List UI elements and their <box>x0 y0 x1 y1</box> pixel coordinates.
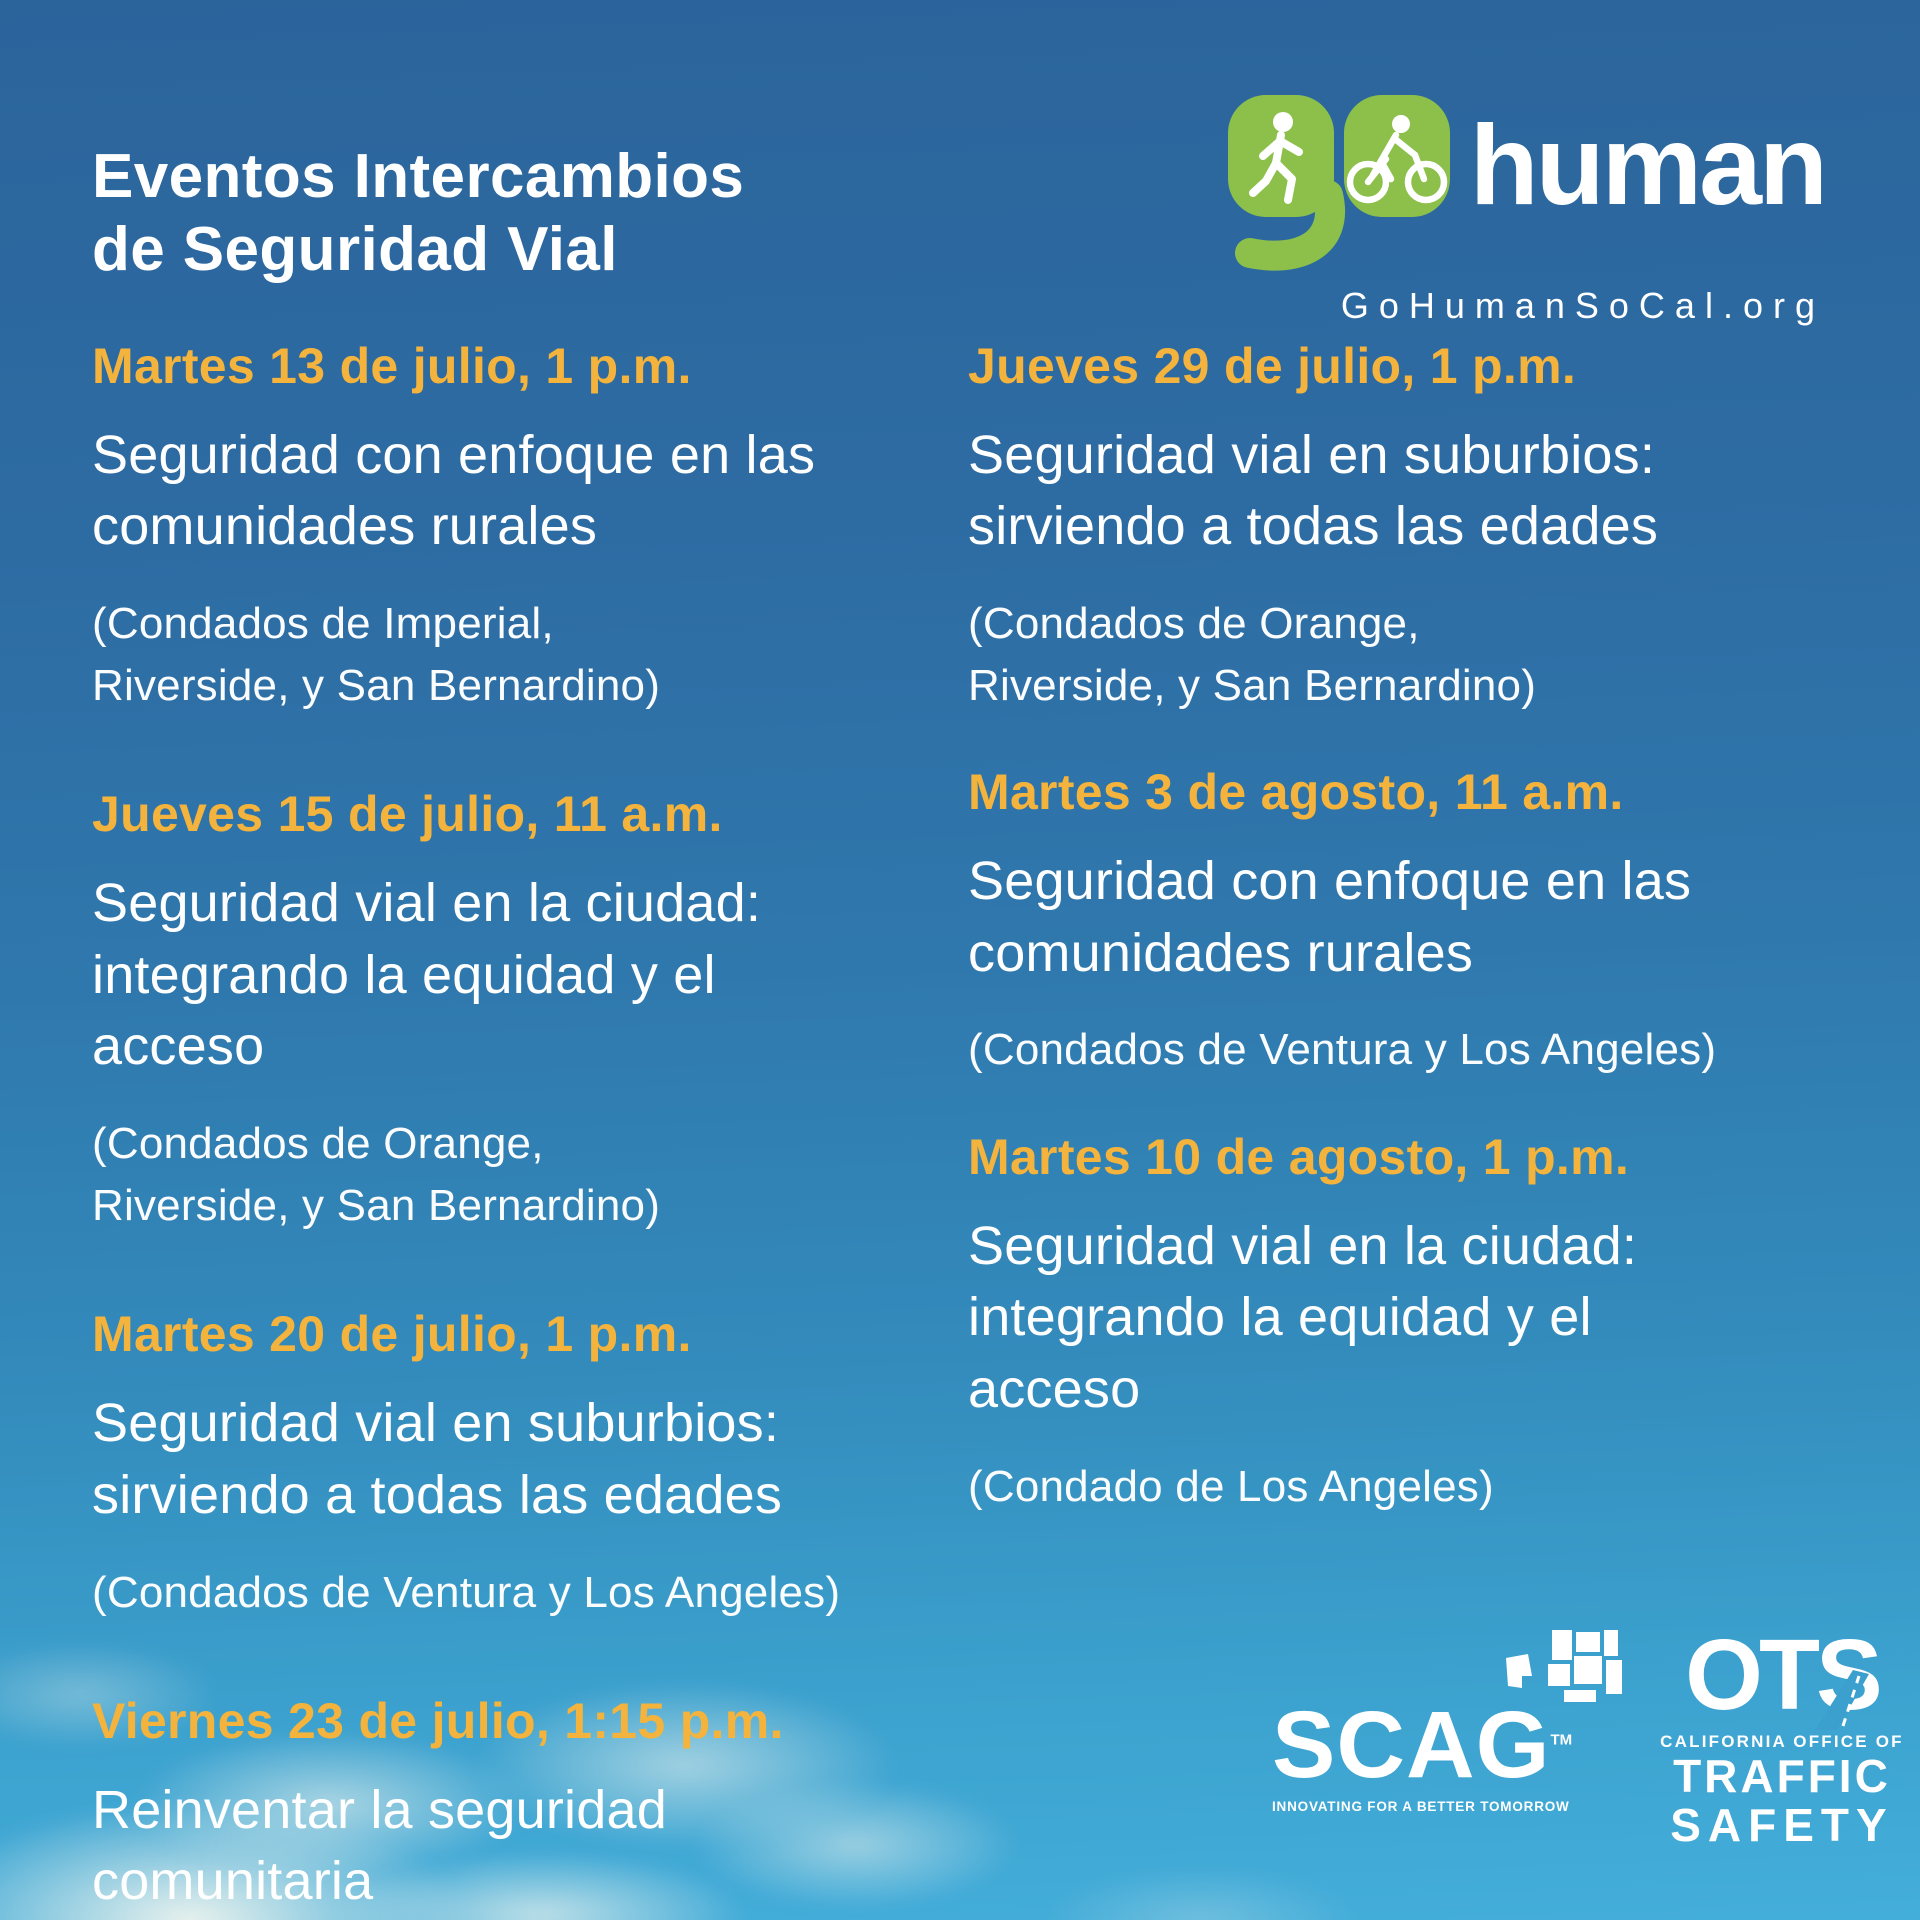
event-card: Jueves 29 de julio, 1 p.m. Seguridad via… <box>968 338 1848 716</box>
go-logo-mark <box>1227 95 1450 271</box>
partner-logos: SCAGTM INNOVATING FOR A BETTER TOMORROW … <box>1272 1625 1904 1851</box>
page-title-line1: Eventos Intercambios <box>92 141 745 211</box>
event-date: Martes 13 de julio, 1 p.m. <box>92 338 692 394</box>
event-title: Seguridad vial en suburbios: sirviendo a… <box>92 1392 783 1525</box>
cloud <box>1040 1866 1360 1920</box>
event-title: Seguridad con enfoque en las comunidades… <box>92 424 816 557</box>
gohuman-wordmark: human <box>1469 102 1828 228</box>
event-location: (Condado de Los Angeles) <box>968 1461 1494 1511</box>
scag-mosaic-icon <box>1506 1630 1623 1702</box>
gohuman-url: GoHumanSoCal.org <box>1340 285 1825 326</box>
cyclist-icon <box>1346 115 1447 204</box>
scag-name-text: SCAG <box>1272 1692 1551 1798</box>
gohuman-logo-row: human <box>1227 95 1828 273</box>
event-date: Jueves 15 de julio, 11 a.m. <box>92 786 723 843</box>
ots-traffic-text: TRAFFIC <box>1673 1750 1891 1802</box>
event-card: Martes 20 de julio, 1 p.m. Seguridad via… <box>92 1306 948 1623</box>
event-card: Viernes 23 de julio, 1:15 p.m. Reinventa… <box>92 1693 948 1918</box>
event-date: Jueves 29 de julio, 1 p.m. <box>968 338 1577 394</box>
page-title-line2: de Seguridad Vial <box>92 214 618 284</box>
event-location: (Condados de Orange, Riverside, y San Be… <box>968 599 1537 710</box>
event-location: (Condados de Orange, Riverside, y San Be… <box>92 1119 661 1230</box>
event-title: Seguridad vial en suburbios: sirviendo a… <box>968 424 1659 557</box>
scag-wordmark: SCAGTM <box>1272 1698 1572 1793</box>
event-card: Martes 3 de agosto, 11 a.m. Seguridad co… <box>968 764 1848 1081</box>
road-icon <box>1814 1670 1869 1730</box>
event-title: Seguridad vial en la ciudad: integrando … <box>92 872 762 1077</box>
event-date: Martes 10 de agosto, 1 p.m. <box>968 1129 1630 1186</box>
pedestrian-icon <box>1248 112 1303 204</box>
scag-tagline: INNOVATING FOR A BETTER TOMORROW <box>1272 1799 1570 1814</box>
event-location: (Condados de Ventura y Los Angeles) <box>92 1567 841 1617</box>
event-title: Reinventar la seguridad comunitaria <box>92 1779 667 1912</box>
event-date: Martes 20 de julio, 1 p.m. <box>92 1306 692 1363</box>
ots-logo: OTS CALIFORNIA OFFICE OF TRAFFIC SAFETY <box>1660 1625 1904 1851</box>
ots-safety-text: SAFETY <box>1670 1798 1894 1851</box>
events-column-right: Jueves 29 de julio, 1 p.m. Seguridad via… <box>968 338 1848 1566</box>
event-location: (Condados de Ventura y Los Angeles) <box>968 1025 1717 1075</box>
page-title: Eventos Intercambios de Seguridad Vial <box>92 140 744 286</box>
event-card: Jueves 15 de julio, 11 a.m. Seguridad vi… <box>92 786 948 1236</box>
event-card: Martes 10 de agosto, 1 p.m. Seguridad vi… <box>968 1129 1848 1518</box>
ots-org-line: CALIFORNIA OFFICE OF <box>1660 1732 1904 1751</box>
ots-wordmark: OTS <box>1685 1625 1883 1730</box>
event-title: Seguridad vial en la ciudad: integrando … <box>968 1215 1638 1420</box>
events-column-left: Martes 13 de julio, 1 p.m. Seguridad con… <box>92 338 948 1920</box>
event-date: Martes 3 de agosto, 11 a.m. <box>968 764 1624 821</box>
gohuman-logo: human GoHumanSoCal.org <box>1227 95 1828 327</box>
scag-logo: SCAGTM INNOVATING FOR A BETTER TOMORROW <box>1272 1630 1623 1814</box>
event-card: Martes 13 de julio, 1 p.m. Seguridad con… <box>92 338 948 716</box>
scag-tm: TM <box>1550 1731 1573 1749</box>
event-location: (Condados de Imperial, Riverside, y San … <box>92 599 661 710</box>
event-title: Seguridad con enfoque en las comunidades… <box>968 850 1692 983</box>
event-date: Viernes 23 de julio, 1:15 p.m. <box>92 1693 784 1750</box>
